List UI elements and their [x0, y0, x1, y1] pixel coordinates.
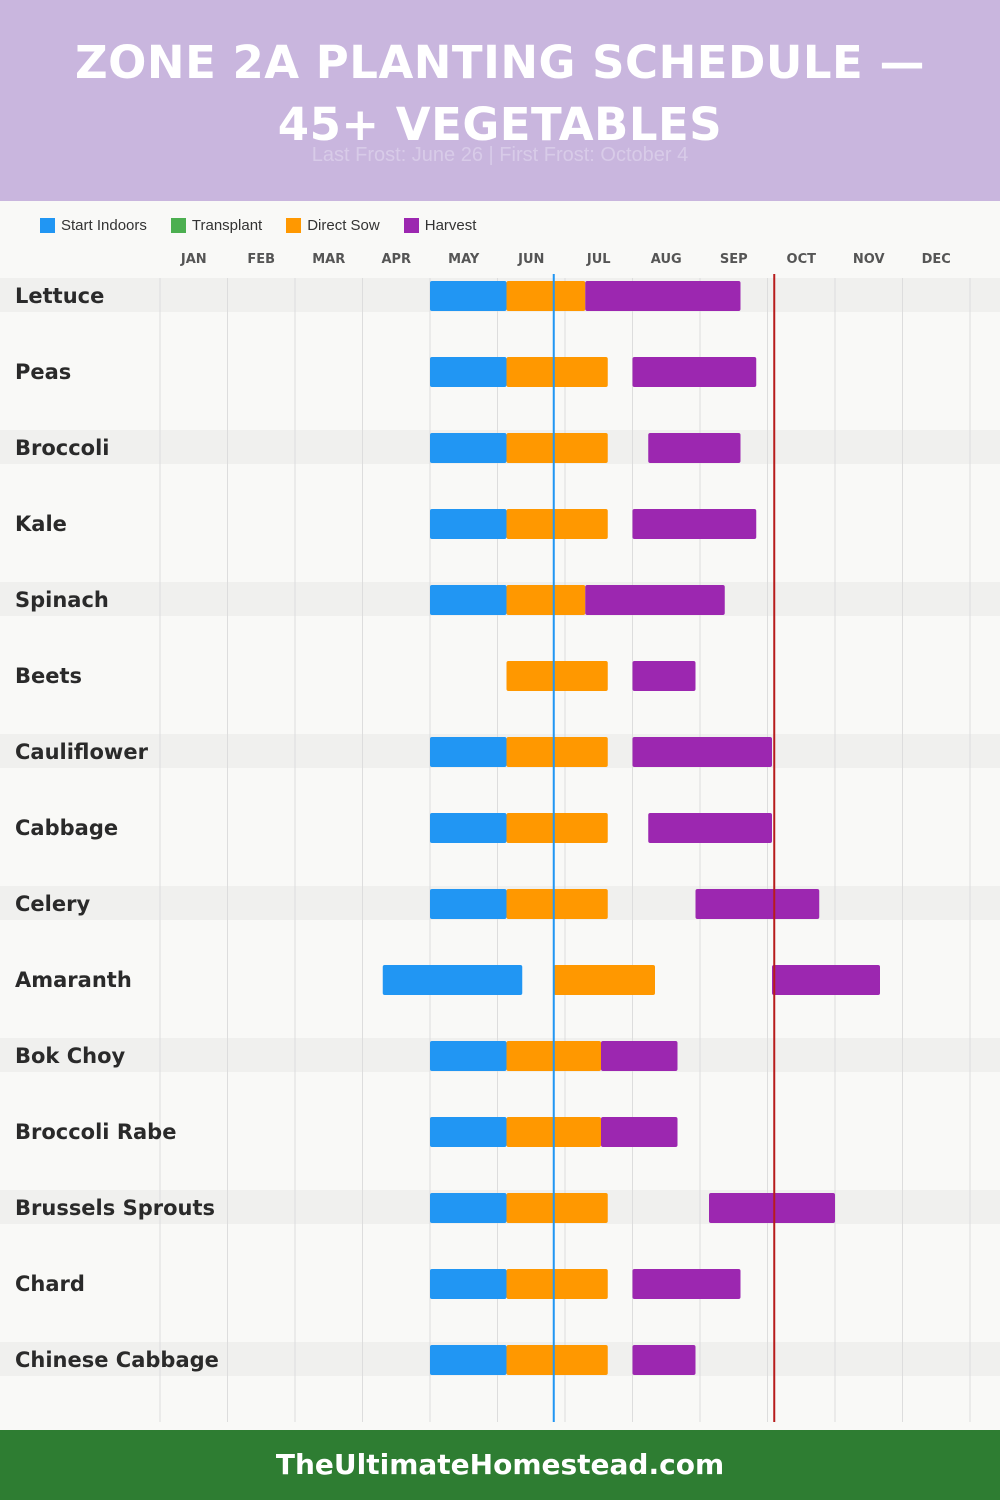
row-label-broccoli-rabe: Broccoli Rabe	[15, 1120, 176, 1144]
bar-bok-choy-start-indoors	[430, 1041, 507, 1071]
bar-broccoli-harvest	[648, 433, 741, 463]
bar-kale-direct-sow	[506, 509, 608, 539]
bar-beets-harvest	[632, 661, 696, 691]
bar-chard-start-indoors	[430, 1269, 507, 1299]
row-label-brussels-sprouts: Brussels Sprouts	[15, 1196, 215, 1220]
legend-label-direct-sow: Direct Sow	[307, 216, 380, 234]
legend-item-start-indoors: Start Indoors	[40, 214, 147, 236]
bar-kale-start-indoors	[430, 509, 507, 539]
legend-swatch-harvest	[403, 217, 419, 233]
month-label-dec: DEC	[922, 252, 951, 267]
bar-kale-harvest	[632, 509, 757, 539]
page-title-line-2: 45+ VEGETABLES	[277, 98, 723, 151]
bar-peas-start-indoors	[430, 357, 507, 387]
legend-label-start-indoors: Start Indoors	[61, 216, 147, 234]
row-label-bok-choy: Bok Choy	[15, 1044, 125, 1068]
bar-celery-direct-sow	[506, 889, 608, 919]
month-label-mar: MAR	[312, 252, 345, 267]
bar-bok-choy-harvest	[601, 1041, 678, 1071]
bar-amaranth-direct-sow	[553, 965, 655, 995]
legend-swatch-transplant	[170, 217, 186, 233]
bar-cauliflower-harvest	[632, 737, 772, 767]
frost-dates-subtitle: Last Frost: June 26 | First Frost: Octob…	[311, 144, 689, 166]
row-label-celery: Celery	[15, 892, 90, 916]
bar-broccoli-start-indoors	[430, 433, 507, 463]
bar-cabbage-harvest	[648, 813, 772, 843]
row-label-spinach: Spinach	[15, 588, 109, 612]
bar-cauliflower-direct-sow	[506, 737, 608, 767]
bar-brussels-sprouts-direct-sow	[506, 1193, 608, 1223]
bar-beets-direct-sow	[506, 661, 608, 691]
bar-broccoli-direct-sow	[506, 433, 608, 463]
bar-chard-direct-sow	[506, 1269, 608, 1299]
bar-celery-harvest	[695, 889, 820, 919]
bar-brussels-sprouts-start-indoors	[430, 1193, 507, 1223]
header: ZONE 2A PLANTING SCHEDULE — 45+ VEGETABL…	[0, 0, 1000, 201]
bar-spinach-start-indoors	[430, 585, 507, 615]
month-label-aug: AUG	[651, 252, 682, 267]
month-label-apr: APR	[381, 252, 411, 267]
bar-cabbage-direct-sow	[506, 813, 608, 843]
bar-amaranth-harvest	[772, 965, 880, 995]
month-label-feb: FEB	[247, 252, 275, 267]
bar-brussels-sprouts-harvest	[709, 1193, 835, 1223]
bar-amaranth-start-indoors	[382, 965, 523, 995]
bar-lettuce-direct-sow	[506, 281, 586, 311]
bar-chinese-cabbage-start-indoors	[430, 1345, 507, 1375]
row-label-peas: Peas	[15, 360, 71, 384]
bar-chinese-cabbage-harvest	[632, 1345, 696, 1375]
legend: Start Indoors Transplant Direct Sow Harv…	[40, 214, 500, 236]
bar-peas-direct-sow	[506, 357, 608, 387]
row-label-lettuce: Lettuce	[15, 284, 104, 308]
bar-broccoli-rabe-harvest	[601, 1117, 678, 1147]
bar-lettuce-start-indoors	[430, 281, 507, 311]
legend-swatch-start-indoors	[40, 217, 55, 233]
month-label-jun: JUN	[517, 252, 544, 267]
row-label-cabbage: Cabbage	[15, 816, 118, 840]
bar-cabbage-start-indoors	[430, 813, 507, 843]
row-label-amaranth: Amaranth	[15, 968, 132, 992]
legend-item-harvest: Harvest	[403, 214, 477, 236]
row-label-chinese-cabbage: Chinese Cabbage	[15, 1348, 219, 1372]
month-label-oct: OCT	[787, 252, 817, 267]
row-label-chard: Chard	[15, 1272, 85, 1296]
month-label-jul: JUL	[586, 252, 611, 267]
bar-lettuce-harvest	[585, 281, 741, 311]
bar-peas-harvest	[632, 357, 757, 387]
bar-spinach-direct-sow	[506, 585, 586, 615]
bar-broccoli-rabe-start-indoors	[430, 1117, 507, 1147]
footer-site-link[interactable]: TheUltimateHomestead.com	[275, 1448, 725, 1481]
row-label-beets: Beets	[15, 664, 82, 688]
bar-spinach-harvest	[585, 585, 725, 615]
planting-schedule-chart: JAN FEB MAR APR MAY JUN JUL AUG SEP OCT NOV DEC Lett…	[0, 252, 1000, 1422]
month-label-may: MAY	[448, 252, 480, 267]
legend-swatch-direct-sow	[286, 217, 302, 233]
bar-chinese-cabbage-direct-sow	[506, 1345, 608, 1375]
legend-label-transplant: Transplant	[191, 216, 263, 234]
month-label-jan: JAN	[180, 252, 207, 267]
legend-item-direct-sow: Direct Sow	[286, 214, 380, 236]
row-label-kale: Kale	[15, 512, 67, 536]
bar-celery-start-indoors	[430, 889, 507, 919]
month-label-nov: NOV	[853, 252, 885, 267]
month-label-sep: SEP	[720, 252, 748, 267]
footer: TheUltimateHomestead.com	[0, 1430, 1000, 1500]
bar-chard-harvest	[632, 1269, 741, 1299]
legend-label-harvest: Harvest	[424, 216, 477, 234]
row-label-broccoli: Broccoli	[15, 436, 110, 460]
legend-item-transplant: Transplant	[170, 214, 263, 236]
row-label-cauliflower: Cauliflower	[15, 740, 149, 764]
page-title-line-1: ZONE 2A PLANTING SCHEDULE —	[75, 36, 925, 89]
bar-cauliflower-start-indoors	[430, 737, 507, 767]
